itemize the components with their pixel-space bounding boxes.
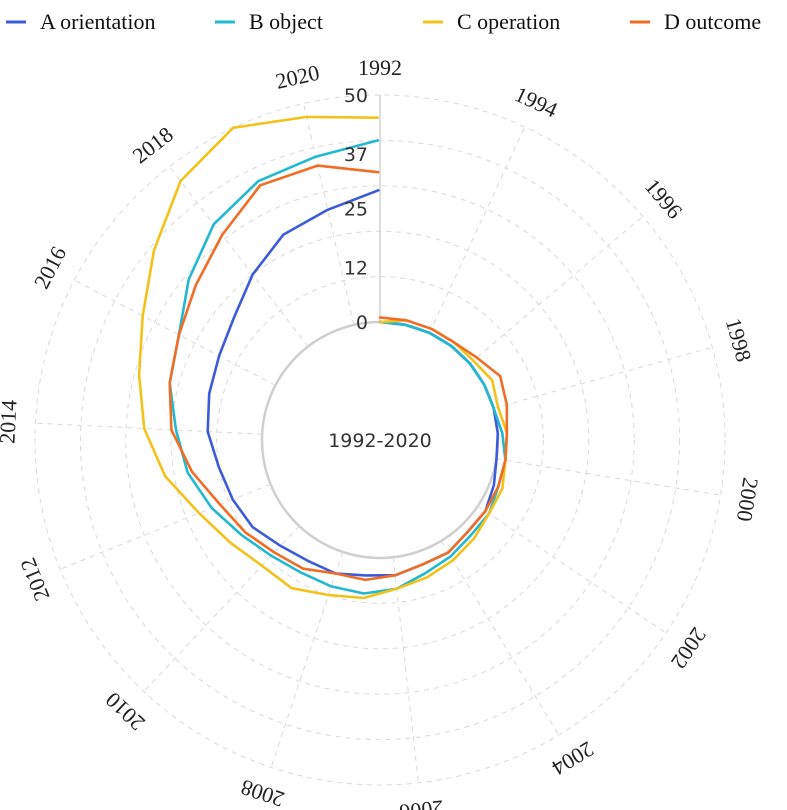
- angle-label: 1998: [721, 315, 757, 364]
- grid-spoke: [59, 483, 271, 570]
- grid-spoke: [477, 505, 667, 634]
- grid-ring: [125, 185, 635, 695]
- angle-label: 2004: [548, 737, 599, 781]
- legend-label: C operation: [457, 9, 560, 34]
- grid-spoke: [143, 525, 300, 692]
- angle-label: 2016: [29, 242, 72, 293]
- grid-spoke: [303, 103, 355, 326]
- angle-label: 2002: [666, 623, 711, 673]
- angle-label: 2010: [100, 687, 149, 735]
- grid-spoke: [74, 279, 276, 386]
- radial-tick-label: 25: [344, 199, 368, 221]
- grid-spoke: [493, 346, 713, 409]
- grid-spoke: [496, 458, 721, 496]
- grid-spoke: [392, 557, 419, 783]
- angle-label: 2012: [15, 554, 55, 604]
- series-line-b-object: [168, 139, 507, 595]
- grid-spoke: [270, 551, 344, 768]
- center-label: 1992-2020: [328, 430, 432, 452]
- legend-label: D outcome: [664, 9, 761, 34]
- angle-label: 2006: [398, 795, 445, 810]
- angle-label: 1994: [511, 81, 561, 122]
- legend-label: B object: [249, 9, 323, 34]
- angle-label: 2018: [128, 122, 178, 169]
- radial-ticks: 0 12 25 37 50: [344, 85, 368, 334]
- series-line-d-outcome: [168, 164, 509, 582]
- grid-spoke: [169, 166, 309, 347]
- grid-spoke: [440, 540, 560, 736]
- series-lines: [137, 115, 509, 600]
- angle-label: 1992: [358, 55, 402, 80]
- series-line-c-operation: [137, 115, 509, 600]
- angle-label: 2014: [0, 399, 22, 444]
- grid-spoke: [469, 216, 644, 364]
- radial-tick-label: 50: [344, 85, 368, 107]
- grid-spoke: [429, 126, 526, 334]
- radial-tick-label: 37: [344, 144, 368, 166]
- radial-tick-label: 0: [356, 312, 368, 334]
- angle-label: 2008: [238, 775, 288, 810]
- angle-label: 2000: [732, 476, 764, 523]
- grid-spoke: [35, 422, 263, 435]
- series-line-a-orientation: [206, 189, 500, 577]
- grid-ring: [216, 276, 544, 604]
- legend: A orientation B object C operation D outcom…: [6, 9, 761, 34]
- angle-label: 2020: [273, 60, 321, 94]
- radial-tick-label: 12: [344, 258, 368, 280]
- legend-label: A orientation: [40, 9, 155, 34]
- angle-label: 1996: [640, 174, 688, 224]
- grid-ring: [34, 94, 726, 786]
